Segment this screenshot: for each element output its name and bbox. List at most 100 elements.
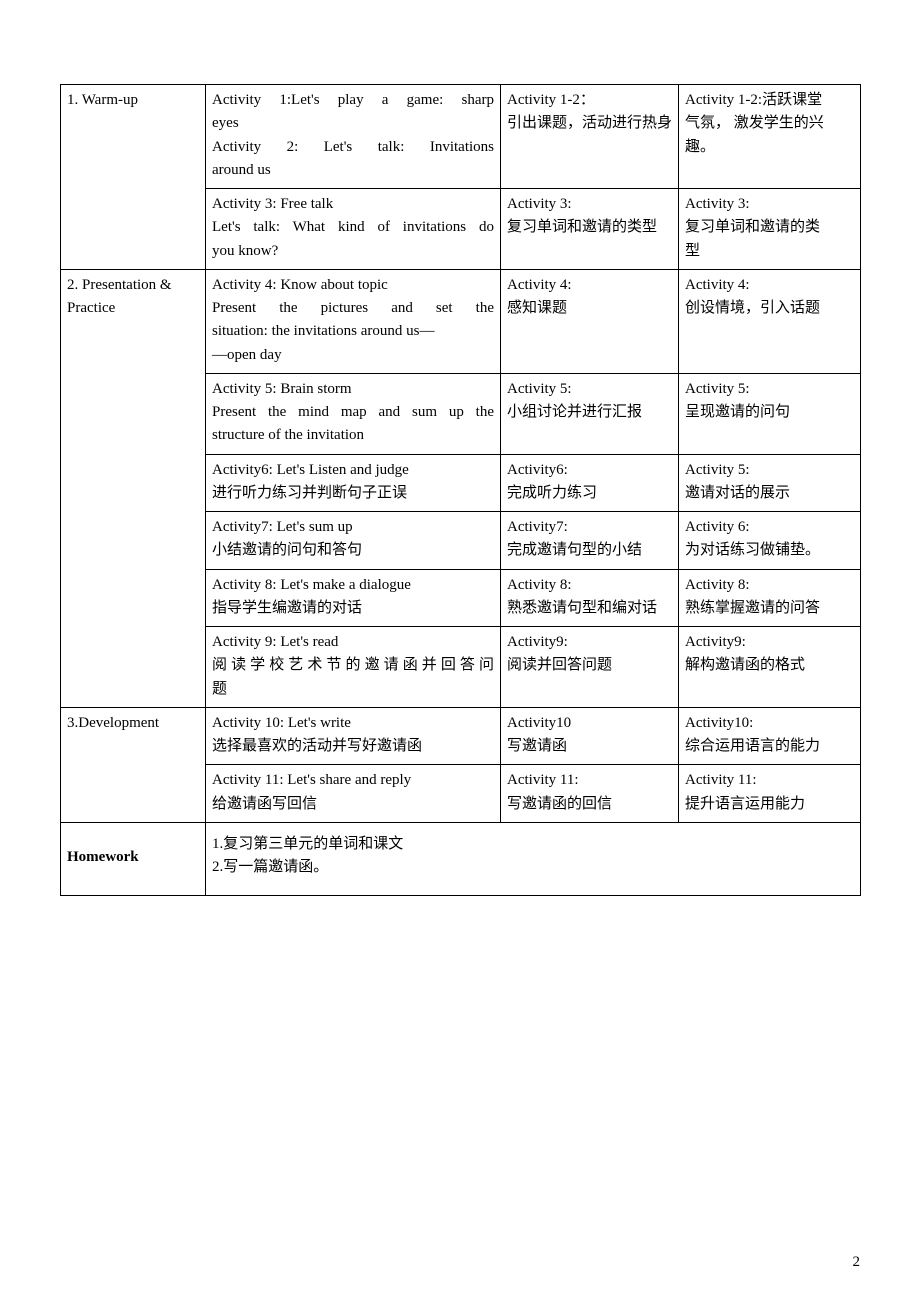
- activity-line: Activity 1-2：: [507, 89, 672, 112]
- table-row-homework: Homework 1.复习第三单元的单词和课文 2.写一篇邀请函。: [61, 822, 861, 896]
- activity-line: 气氛， 激发学生的兴: [685, 112, 854, 135]
- activity-line: 复习单词和邀请的类型: [507, 216, 672, 239]
- activity-line: 趣。: [685, 136, 854, 159]
- purpose-cell: Activity 5: 呈现邀请的问句: [679, 373, 861, 454]
- purpose-cell: Activity 8: 熟练掌握邀请的问答: [679, 569, 861, 627]
- activity-line: Activity7:: [507, 516, 672, 539]
- activity-line: eyes: [212, 112, 494, 135]
- purpose-cell: Activity9: 解构邀请函的格式: [679, 627, 861, 708]
- activity-line: 给邀请函写回信: [212, 793, 494, 816]
- purpose-cell: Activity 11: 提升语言运用能力: [679, 765, 861, 823]
- activity-cell: Activity 9: Let's read 阅读学校艺术节的邀请函并回答问 题: [206, 627, 501, 708]
- activity-line: Activity10: [507, 712, 672, 735]
- purpose-cell: Activity 5: 邀请对话的展示: [679, 454, 861, 512]
- activity-line: Activity 11:: [507, 769, 672, 792]
- activity-line: 小组讨论并进行汇报: [507, 401, 672, 424]
- activity-line: 题: [212, 678, 494, 701]
- activity-cell: Activity7: Let's sum up 小结邀请的问句和答句: [206, 512, 501, 570]
- activity-line: 呈现邀请的问句: [685, 401, 854, 424]
- activity-line: Activity 5:: [507, 378, 672, 401]
- purpose-cell: Activity 6: 为对话练习做铺垫。: [679, 512, 861, 570]
- activity-line: Activity 4: Know about topic: [212, 274, 494, 297]
- activity-cell: Activity 4: Know about topic Present the…: [206, 269, 501, 373]
- activity-line: 提升语言运用能力: [685, 793, 854, 816]
- activity-line: Activity6: Let's Listen and judge: [212, 459, 494, 482]
- section-label: 3.Development: [67, 715, 159, 731]
- activity-line: —open day: [212, 344, 494, 367]
- activity-line: 复习单词和邀请的类: [685, 216, 854, 239]
- lesson-plan-table: 1. Warm-up Activity 1:Let's play a game:…: [60, 84, 861, 896]
- activity-line: 小结邀请的问句和答句: [212, 539, 494, 562]
- activity-line: 进行听力练习并判断句子正误: [212, 482, 494, 505]
- purpose-cell: Activity 3: 复习单词和邀请的类 型: [679, 189, 861, 270]
- activity-cell: Activity 3: Free talk Let's talk: What k…: [206, 189, 501, 270]
- student-cell: Activity 11: 写邀请函的回信: [501, 765, 679, 823]
- activity-line: Activity 1:Let's play a game: sharp: [212, 89, 494, 112]
- activity-line: 解构邀请函的格式: [685, 654, 854, 677]
- activity-line: situation: the invitations around us—: [212, 320, 494, 343]
- activity-line: Activity 11: Let's share and reply: [212, 769, 494, 792]
- activity-line: 选择最喜欢的活动并写好邀请函: [212, 735, 494, 758]
- activity-line: Activity 6:: [685, 516, 854, 539]
- activity-line: Activity 1-2:活跃课堂: [685, 89, 854, 112]
- activity-line: Activity 3:: [685, 193, 854, 216]
- activity-line: Activity9:: [685, 631, 854, 654]
- student-cell: Activity9: 阅读并回答问题: [501, 627, 679, 708]
- activity-line: structure of the invitation: [212, 424, 494, 447]
- section-label: Homework: [67, 849, 139, 865]
- activity-line: 熟练掌握邀请的问答: [685, 597, 854, 620]
- activity-line: 邀请对话的展示: [685, 482, 854, 505]
- activity-line: 阅读学校艺术节的邀请函并回答问: [212, 654, 494, 677]
- activity-line: Activity 3: Free talk: [212, 193, 494, 216]
- activity-line: Activity 9: Let's read: [212, 631, 494, 654]
- activity-cell: Activity 8: Let's make a dialogue 指导学生编邀…: [206, 569, 501, 627]
- activity-line: Activity 4:: [507, 274, 672, 297]
- activity-line: Activity 8: Let's make a dialogue: [212, 574, 494, 597]
- activity-cell: Activity 1:Let's play a game: sharp eyes…: [206, 85, 501, 189]
- activity-line: Activity 3:: [507, 193, 672, 216]
- activity-line: Activity7: Let's sum up: [212, 516, 494, 539]
- activity-line: Present the pictures and set the: [212, 297, 494, 320]
- activity-line: 指导学生编邀请的对话: [212, 597, 494, 620]
- activity-line: 熟悉邀请句型和编对话: [507, 597, 672, 620]
- homework-line: 2.写一篇邀请函。: [212, 856, 854, 879]
- purpose-cell: Activity10: 综合运用语言的能力: [679, 707, 861, 765]
- activity-line: 感知课题: [507, 297, 672, 320]
- section-cell-warmup: 1. Warm-up: [61, 85, 206, 270]
- student-cell: Activity7: 完成邀请句型的小结: [501, 512, 679, 570]
- student-cell: Activity 3: 复习单词和邀请的类型: [501, 189, 679, 270]
- section-label: 2. Presentation & Practice: [67, 277, 172, 316]
- table-row: 2. Presentation & Practice Activity 4: K…: [61, 269, 861, 373]
- activity-line: 阅读并回答问题: [507, 654, 672, 677]
- activity-line: 完成听力练习: [507, 482, 672, 505]
- activity-line: 写邀请函的回信: [507, 793, 672, 816]
- activity-line: 写邀请函: [507, 735, 672, 758]
- activity-line: Activity 2: Let's talk: Invitations: [212, 136, 494, 159]
- activity-line: 引出课题，活动进行热身: [507, 112, 672, 135]
- homework-line: 1.复习第三单元的单词和课文: [212, 833, 854, 856]
- student-cell: Activity 1-2： 引出课题，活动进行热身: [501, 85, 679, 189]
- section-label: 1. Warm-up: [67, 92, 138, 108]
- activity-line: Activity 5:: [685, 459, 854, 482]
- activity-line: 为对话练习做铺垫。: [685, 539, 854, 562]
- table-row: 1. Warm-up Activity 1:Let's play a game:…: [61, 85, 861, 189]
- section-cell-development: 3.Development: [61, 707, 206, 822]
- table-row: 3.Development Activity 10: Let's write 选…: [61, 707, 861, 765]
- activity-line: 综合运用语言的能力: [685, 735, 854, 758]
- activity-line: you know?: [212, 240, 494, 263]
- activity-line: around us: [212, 159, 494, 182]
- student-cell: Activity 5: 小组讨论并进行汇报: [501, 373, 679, 454]
- section-cell-presentation: 2. Presentation & Practice: [61, 269, 206, 707]
- activity-line: Activity 10: Let's write: [212, 712, 494, 735]
- activity-line: 型: [685, 240, 854, 263]
- page: 1. Warm-up Activity 1:Let's play a game:…: [0, 0, 920, 1302]
- activity-line: Activity6:: [507, 459, 672, 482]
- student-cell: Activity 4: 感知课题: [501, 269, 679, 373]
- student-cell: Activity 8: 熟悉邀请句型和编对话: [501, 569, 679, 627]
- activity-cell: Activity6: Let's Listen and judge 进行听力练习…: [206, 454, 501, 512]
- activity-line: Activity 5: Brain storm: [212, 378, 494, 401]
- activity-line: Let's talk: What kind of invitations do: [212, 216, 494, 239]
- purpose-cell: Activity 4: 创设情境，引入话题: [679, 269, 861, 373]
- page-number: 2: [853, 1251, 861, 1274]
- activity-cell: Activity 11: Let's share and reply 给邀请函写…: [206, 765, 501, 823]
